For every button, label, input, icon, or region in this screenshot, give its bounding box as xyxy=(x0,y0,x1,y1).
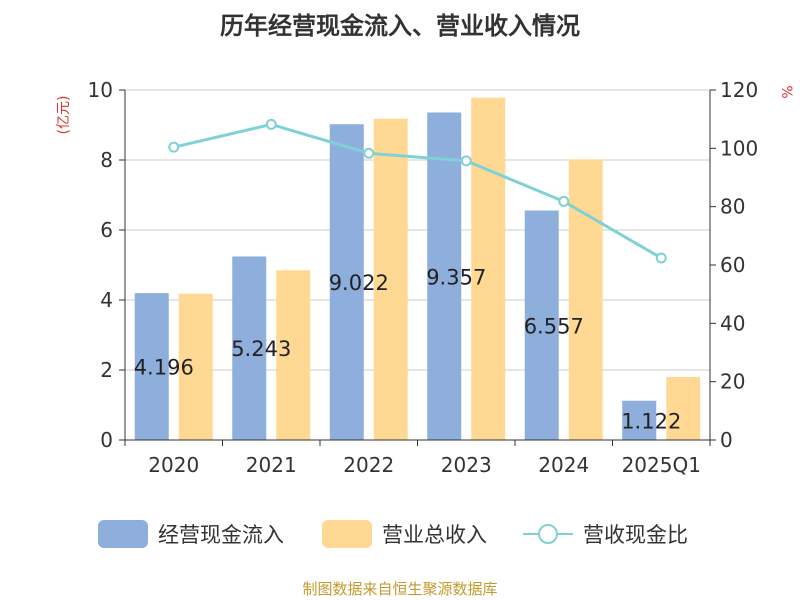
right-tick-label: 80 xyxy=(720,195,745,219)
legend: 经营现金流入 营业总收入 营收现金比 xyxy=(98,520,688,548)
right-tick-label: 0 xyxy=(720,428,733,452)
bars xyxy=(134,97,701,441)
right-tick-label: 40 xyxy=(720,311,745,335)
ratio-point xyxy=(265,118,277,130)
x-tick-label: 2024 xyxy=(538,453,589,477)
bar-revenue xyxy=(666,377,701,440)
bar-cash-inflow xyxy=(427,112,462,440)
cash-inflow-data-label: 5.243 xyxy=(231,337,291,361)
cash-inflow-data-label: 9.022 xyxy=(329,271,389,295)
left-tick-label: 2 xyxy=(100,358,113,382)
right-tick-label: 120 xyxy=(720,78,758,102)
bar-cash-inflow xyxy=(524,210,559,440)
left-tick-label: 0 xyxy=(100,428,113,452)
left-tick-label: 10 xyxy=(88,78,113,102)
right-tick-label: 60 xyxy=(720,253,745,277)
bar-revenue xyxy=(568,159,603,441)
legend-swatch-cash-inflow xyxy=(98,520,148,548)
bar-cash-inflow xyxy=(134,293,169,440)
legend-swatch-revenue xyxy=(322,520,372,548)
bar-revenue xyxy=(471,97,506,440)
x-tick-label: 2025Q1 xyxy=(622,453,701,477)
cash-inflow-data-label: 9.357 xyxy=(426,265,486,289)
ratio-point xyxy=(460,155,472,167)
bar-revenue xyxy=(178,293,213,440)
right-tick-label: 100 xyxy=(720,136,758,160)
left-tick-label: 8 xyxy=(100,148,113,172)
x-tick-label: 2022 xyxy=(343,453,394,477)
left-tick-label: 6 xyxy=(100,218,113,242)
bar-cash-inflow xyxy=(329,124,364,440)
legend-swatch-ratio-marker xyxy=(538,524,558,544)
legend-label-revenue: 营业总收入 xyxy=(382,523,487,547)
bar-cash-inflow xyxy=(232,256,267,440)
source-note: 制图数据来自恒生聚源数据库 xyxy=(302,580,498,598)
ratio-point xyxy=(655,252,667,264)
x-tick-label: 2023 xyxy=(441,453,492,477)
bar-revenue xyxy=(373,118,408,440)
ratio-point xyxy=(363,147,375,159)
data-labels: 4.196 5.243 9.022 9.357 6.557 1.122 xyxy=(134,265,682,433)
ratio-point xyxy=(558,195,570,207)
x-tick-label: 2021 xyxy=(246,453,297,477)
ratio-series-line xyxy=(173,122,663,260)
cash-inflow-data-label: 1.122 xyxy=(621,409,681,433)
bar-cash-inflow xyxy=(622,400,657,440)
ratio-line xyxy=(168,118,667,264)
bar-revenue xyxy=(276,270,311,440)
left-axis-unit: (亿元) xyxy=(56,96,72,135)
chart-title: 历年经营现金流入、营业收入情况 xyxy=(220,12,580,40)
right-tick-label: 20 xyxy=(720,370,745,394)
ratio-point xyxy=(168,141,180,153)
right-axis-unit: % xyxy=(778,85,794,98)
cash-inflow-data-label: 4.196 xyxy=(134,356,194,380)
legend-label-cash-inflow: 经营现金流入 xyxy=(158,523,284,547)
x-tick-label: 2020 xyxy=(148,453,199,477)
legend-label-ratio: 营收现金比 xyxy=(583,523,688,547)
left-tick-label: 4 xyxy=(100,288,113,312)
cash-inflow-data-label: 6.557 xyxy=(524,314,584,338)
